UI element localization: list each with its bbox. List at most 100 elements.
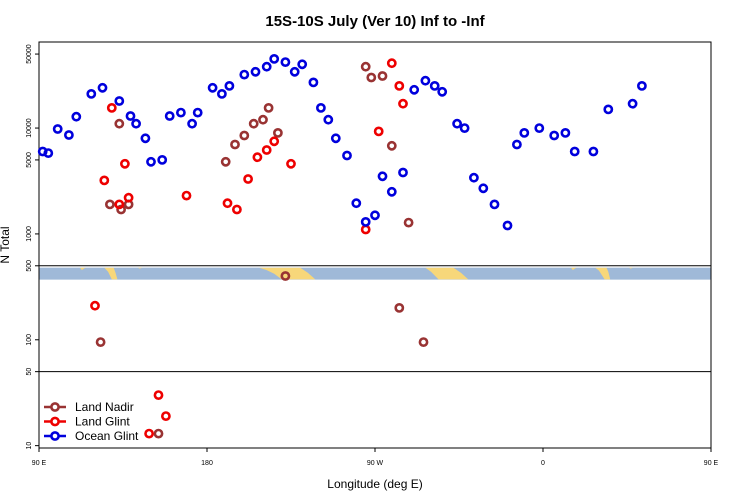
point-ocean-glint-55 bbox=[603, 104, 614, 115]
legend-label-land-nadir: Land Nadir bbox=[75, 400, 134, 414]
point-ocean-glint-48 bbox=[512, 139, 522, 150]
point-ocean-glint-8 bbox=[125, 111, 136, 121]
point-ocean-glint-49 bbox=[519, 127, 530, 138]
point-land-nadir-16 bbox=[377, 71, 388, 81]
point-ocean-glint-32 bbox=[351, 198, 362, 209]
point-land-nadir-2 bbox=[114, 118, 125, 129]
point-ocean-glint-24 bbox=[280, 57, 291, 67]
point-ocean-glint-17 bbox=[207, 82, 218, 93]
y-tick-label-1: 50 bbox=[26, 368, 33, 376]
point-land-glint-10 bbox=[222, 198, 233, 209]
point-land-glint-12 bbox=[243, 174, 253, 184]
point-ocean-glint-6 bbox=[97, 82, 108, 93]
point-land-glint-5 bbox=[123, 192, 134, 203]
point-ocean-glint-27 bbox=[308, 77, 319, 88]
point-land-glint-4 bbox=[120, 158, 130, 169]
point-ocean-glint-47 bbox=[502, 220, 513, 231]
point-land-nadir-12 bbox=[272, 127, 283, 138]
map-land-africa bbox=[425, 267, 469, 280]
x-axis: 90 E 180 90 W 0 90 E bbox=[32, 448, 719, 467]
plot-area bbox=[38, 41, 712, 449]
point-land-nadir-3 bbox=[116, 204, 126, 215]
point-ocean-glint-57 bbox=[637, 81, 647, 91]
legend-label-land-glint: Land Glint bbox=[75, 415, 130, 429]
point-land-glint-13 bbox=[252, 152, 263, 163]
point-land-nadir-19 bbox=[403, 217, 414, 228]
point-land-nadir-8 bbox=[239, 130, 250, 141]
map-land-islands-pacific-west bbox=[137, 267, 144, 269]
data-points bbox=[37, 54, 647, 439]
y-tick-label-2: 100 bbox=[26, 334, 33, 346]
point-land-glint-11 bbox=[231, 204, 242, 215]
point-land-glint-3 bbox=[114, 199, 125, 210]
point-ocean-glint-30 bbox=[330, 133, 341, 144]
point-ocean-glint-53 bbox=[569, 146, 580, 157]
point-land-nadir-14 bbox=[360, 61, 371, 72]
map-land-islands-east bbox=[571, 267, 577, 271]
point-ocean-glint-14 bbox=[175, 107, 186, 118]
point-land-nadir-1 bbox=[105, 199, 115, 210]
point-ocean-glint-28 bbox=[315, 103, 326, 113]
legend-marker-land-glint bbox=[50, 416, 60, 427]
point-ocean-glint-1 bbox=[43, 148, 54, 158]
point-ocean-glint-38 bbox=[409, 84, 420, 95]
legend-marker-land-nadir bbox=[50, 402, 60, 412]
point-ocean-glint-7 bbox=[114, 96, 125, 106]
point-ocean-glint-26 bbox=[297, 59, 308, 70]
point-land-glint-8 bbox=[160, 411, 171, 421]
point-ocean-glint-35 bbox=[377, 171, 388, 182]
point-ocean-glint-2 bbox=[52, 124, 63, 134]
point-ocean-glint-56 bbox=[627, 98, 638, 109]
point-ocean-glint-4 bbox=[71, 111, 82, 122]
point-land-glint-17 bbox=[360, 224, 371, 235]
y-tick-label-4: 1000 bbox=[26, 226, 33, 242]
point-land-nadir-15 bbox=[366, 72, 377, 83]
point-land-nadir-7 bbox=[230, 139, 240, 150]
y-tick-label-7: 50000 bbox=[26, 44, 33, 64]
point-land-glint-1 bbox=[99, 175, 110, 186]
point-ocean-glint-46 bbox=[489, 199, 500, 210]
point-land-glint-14 bbox=[261, 145, 272, 155]
point-ocean-glint-15 bbox=[187, 118, 197, 129]
point-land-glint-7 bbox=[153, 390, 164, 400]
point-ocean-glint-36 bbox=[386, 186, 397, 197]
point-ocean-glint-44 bbox=[468, 172, 479, 183]
point-land-nadir-17 bbox=[386, 140, 397, 151]
point-ocean-glint-16 bbox=[192, 107, 203, 118]
plot-frame bbox=[38, 41, 712, 449]
map-land-islands-west bbox=[80, 267, 86, 271]
point-ocean-glint-50 bbox=[534, 123, 545, 134]
point-land-glint-15 bbox=[269, 136, 280, 147]
point-ocean-glint-54 bbox=[588, 146, 599, 157]
point-ocean-glint-22 bbox=[261, 61, 272, 72]
point-land-glint-2 bbox=[106, 103, 117, 113]
point-land-nadir-5 bbox=[153, 428, 164, 439]
point-land-nadir-11 bbox=[263, 103, 274, 113]
point-ocean-glint-52 bbox=[560, 127, 571, 138]
point-ocean-glint-33 bbox=[360, 216, 371, 227]
point-ocean-glint-45 bbox=[478, 183, 489, 194]
point-ocean-glint-34 bbox=[370, 210, 380, 221]
point-ocean-glint-20 bbox=[239, 69, 250, 80]
map-ocean bbox=[39, 267, 711, 280]
map-land-australia-east bbox=[595, 267, 611, 280]
point-land-glint-20 bbox=[394, 81, 405, 91]
point-ocean-glint-23 bbox=[269, 54, 280, 64]
point-ocean-glint-51 bbox=[549, 130, 560, 141]
point-land-nadir-20 bbox=[418, 337, 429, 347]
map-band bbox=[39, 267, 711, 280]
point-land-nadir-0 bbox=[95, 337, 106, 347]
y-axis: 10 50 100 500 1000 5000 10000 50000 bbox=[26, 44, 39, 450]
point-ocean-glint-37 bbox=[398, 167, 408, 178]
point-land-nadir-18 bbox=[394, 302, 405, 313]
point-ocean-glint-12 bbox=[157, 154, 168, 165]
x-tick-label-4: 90 E bbox=[704, 460, 719, 467]
point-ocean-glint-39 bbox=[420, 75, 431, 86]
x-tick-label-0: 90 E bbox=[32, 460, 47, 467]
point-land-glint-19 bbox=[386, 58, 397, 69]
x-tick-label-3: 0 bbox=[541, 460, 545, 467]
y-tick-label-6: 10000 bbox=[26, 118, 33, 138]
point-land-glint-21 bbox=[398, 98, 408, 109]
